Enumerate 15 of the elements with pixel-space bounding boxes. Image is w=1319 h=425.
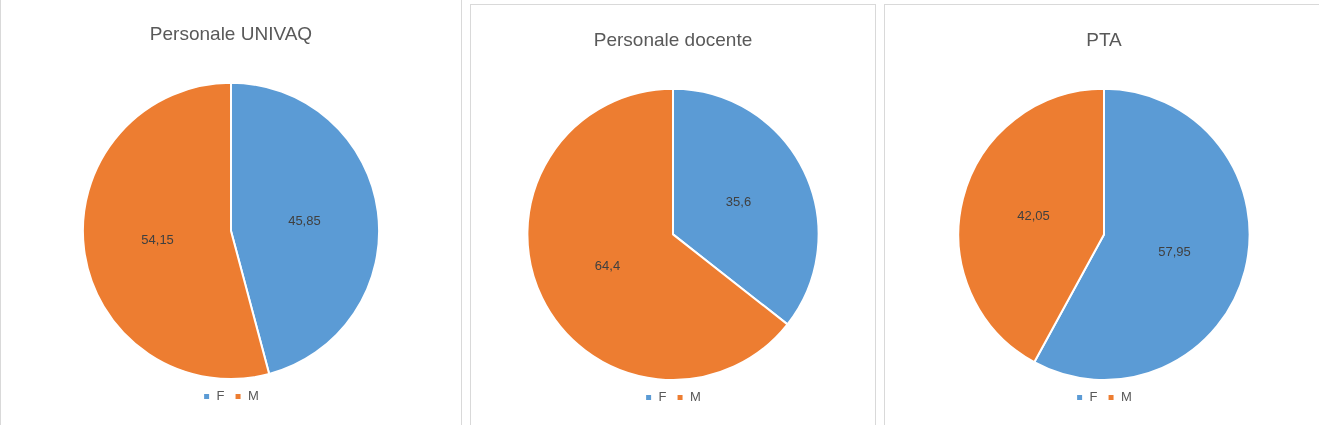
chart-title: PTA [1086,28,1123,50]
data-label: 64,4 [594,257,621,273]
legend-label: F [658,389,667,405]
legend-label: M [248,388,259,404]
legend-label: F [216,388,225,404]
data-label: 54,15 [141,232,174,248]
data-label: 45,85 [288,212,321,228]
chart-title: Personale UNIVAQ [149,22,313,44]
legend-label: F [1089,389,1098,405]
legend-label: M [690,389,701,405]
chart-title: Personale docente [593,28,753,50]
data-label: 35,6 [725,194,752,210]
data-label: 57,95 [1158,243,1191,259]
data-label: 42,05 [1017,207,1050,223]
legend-label: M [1121,389,1132,405]
